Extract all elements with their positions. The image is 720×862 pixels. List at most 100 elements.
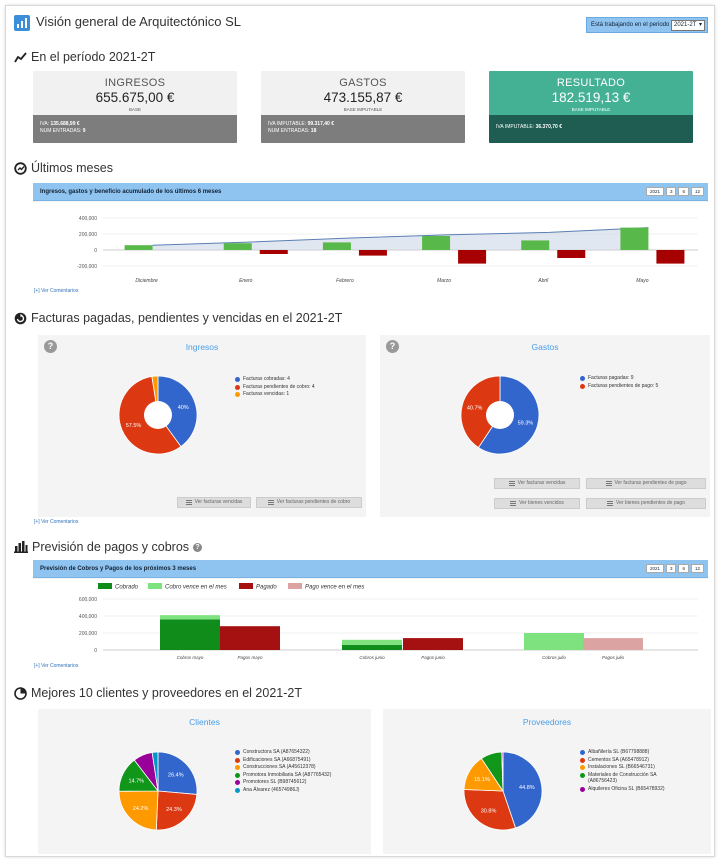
pie-facturas-ingresos: 40% 57.5% — [118, 375, 198, 455]
pie-data-label: 24.3% — [166, 807, 182, 813]
help-icon[interactable]: ? — [44, 340, 57, 353]
period-label: Está trabajando en el periodo — [591, 22, 670, 28]
card-value: 473.155,87 € — [323, 90, 403, 105]
ver-bienes-vencidos-button[interactable]: Ver bienes vencidos — [494, 498, 580, 509]
pie-slice — [155, 790, 198, 831]
range-button-2021[interactable]: 2021 — [645, 187, 664, 196]
legend-label: Facturas pendientes de pago: 5 — [588, 382, 659, 389]
range-button-12[interactable]: 12 — [690, 564, 704, 573]
legend-label: Promotora Inmobiliaria SA (A87765432) — [243, 771, 332, 778]
legend-item: Materiales de Construcción SA (A86756423… — [580, 772, 680, 785]
pie-slice — [118, 790, 159, 831]
bar-gastos — [557, 250, 586, 258]
x-tick-label: Enero — [239, 278, 253, 284]
trend-line-icon — [14, 51, 27, 62]
panel-clientes: Clientes 26.4% 24.3% 24.2% 14.7% Constructo… — [38, 709, 371, 854]
iva-label: IVA IMPUTABLE: — [268, 121, 307, 127]
y-tick-label: 0 — [94, 648, 97, 654]
clock-chart-icon — [14, 161, 27, 175]
x-tick-label: Febrero — [336, 278, 354, 284]
section-title: Previsión de pagos y cobros — [32, 540, 190, 554]
legend-facturas-gastos: Facturas pagadas: 9 Facturas pendientes d… — [580, 375, 670, 390]
pie-chart-icon — [14, 686, 27, 700]
button-label: Ver facturas pendientes de pago — [614, 480, 687, 486]
section-title: Facturas pagadas, pendientes y vencidas … — [31, 311, 343, 325]
pie-data-label: 40% — [178, 405, 189, 411]
legend-label: Constructora SA (A87654322) — [243, 749, 310, 755]
section-title: En el período 2021-2T — [31, 50, 156, 64]
period-value: 2021-2T — [674, 22, 697, 28]
list-icon — [605, 481, 612, 486]
range-button-3[interactable]: 3 — [665, 187, 677, 196]
legend-dot — [580, 383, 585, 389]
comments-link[interactable]: [+] Ver Comentarios — [34, 288, 79, 294]
iva-value: 36.370,70 € — [535, 124, 562, 130]
legend-dot — [235, 377, 240, 382]
legend-label: Materiales de Construcción SA (A86756423… — [588, 771, 657, 785]
card-value: 655.675,00 € — [95, 90, 175, 105]
legend-dot — [580, 765, 585, 770]
legend-swatch — [288, 583, 302, 589]
legend-swatch — [98, 583, 112, 589]
pie-slice — [151, 751, 159, 792]
pie-slice — [157, 751, 198, 795]
range-button-12[interactable]: 12 — [690, 187, 704, 196]
legend-label: Edificaciones SA (A66875491) — [243, 756, 311, 763]
legend-proveedores: Albañilería SL (B67798888) Cementos SA (A… — [580, 749, 680, 793]
help-icon[interactable]: ? — [193, 542, 203, 552]
bar-segment — [524, 633, 584, 650]
range-button-2021[interactable]: 2021 — [645, 564, 664, 573]
legend-label: Facturas pagadas: 9 — [588, 375, 634, 381]
pie-slice — [501, 751, 504, 792]
comments-link[interactable]: [+] Ver Comentarios — [34, 663, 79, 669]
range-button-6[interactable]: 6 — [678, 187, 689, 196]
card-gastos: GASTOS 473.155,87 € BASE IMPUTABLE IVA I… — [261, 71, 465, 143]
ver-facturas-pendientes-pago-button[interactable]: Ver facturas pendientes de pago — [586, 478, 706, 489]
period-dropdown[interactable]: 2021-2T ▾ — [671, 20, 705, 31]
chart-prevision: 600,000 400,000 200,000 0 Cobrado Cobro vence… — [33, 579, 708, 662]
button-label: Ver bienes pendientes de pago — [616, 500, 685, 506]
x-tick-label: Cobros julio — [542, 655, 566, 660]
pie-data-label: 40.7% — [467, 405, 483, 411]
ver-bienes-pendientes-pago-button[interactable]: Ver bienes pendientes de pago — [586, 498, 706, 509]
bar-segment — [342, 639, 402, 645]
legend-label: Ana Álvarez (46574986J) — [243, 786, 300, 793]
panel-header: Previsión de Cobros y Pagos de los próxi… — [33, 560, 708, 578]
range-button-6[interactable]: 6 — [678, 564, 689, 573]
bar-ingresos — [223, 243, 252, 250]
card-ingresos: INGRESOS 655.675,00 € BASE IVA: 135.688,… — [33, 71, 237, 143]
ver-facturas-vencidas-button[interactable]: Ver facturas vencidas — [177, 497, 251, 508]
card-label: RESULTADO — [556, 77, 626, 89]
legend-facturas-ingresos: Facturas cobradas: 4 Facturas pendientes … — [235, 376, 320, 399]
app-frame: Visión general de Arquitectónico SL Está… — [5, 5, 715, 857]
card-label: GASTOS — [339, 77, 387, 89]
box-title: Proveedores — [522, 717, 572, 727]
legend-item: Facturas pendientes de cobro: 4 — [235, 384, 320, 391]
range-button-3[interactable]: 3 — [665, 564, 677, 573]
legend-label: Construcciones SA (A45612378) — [243, 764, 316, 770]
list-icon — [510, 501, 517, 506]
bar-ingresos — [620, 227, 649, 250]
legend-item: Constructora SA (A87654322) — [235, 749, 335, 756]
legend-dot — [580, 376, 585, 381]
entries-label: NUM ENTRADAS: — [268, 128, 310, 134]
box-title: Ingresos — [185, 342, 219, 352]
help-icon[interactable]: ? — [386, 340, 399, 353]
ver-facturas-pendientes-cobro-button[interactable]: Ver facturas pendientes de cobro — [256, 497, 362, 508]
comments-link[interactable]: [+] Ver Comentarios — [34, 519, 79, 525]
range-buttons: 2021 3 6 12 — [645, 564, 704, 573]
legend-dot — [235, 757, 240, 763]
legend-dot — [580, 772, 585, 778]
bar-segment — [583, 638, 643, 650]
legend-item: Edificaciones SA (A66875491) — [235, 757, 335, 764]
iva-value: 99.317,40 € — [307, 121, 334, 127]
ver-facturas-vencidas-button[interactable]: Ver facturas vencidas — [494, 478, 580, 489]
legend-dot — [235, 780, 240, 785]
legend-label: Promotores SL (B98745612) — [243, 779, 307, 785]
list-icon — [185, 500, 192, 505]
section-periodo: En el período 2021-2T — [14, 50, 155, 64]
y-tick-label: -200,000 — [77, 264, 97, 270]
pie-data-label: 44.8% — [519, 785, 535, 791]
bar-segment — [342, 644, 402, 650]
